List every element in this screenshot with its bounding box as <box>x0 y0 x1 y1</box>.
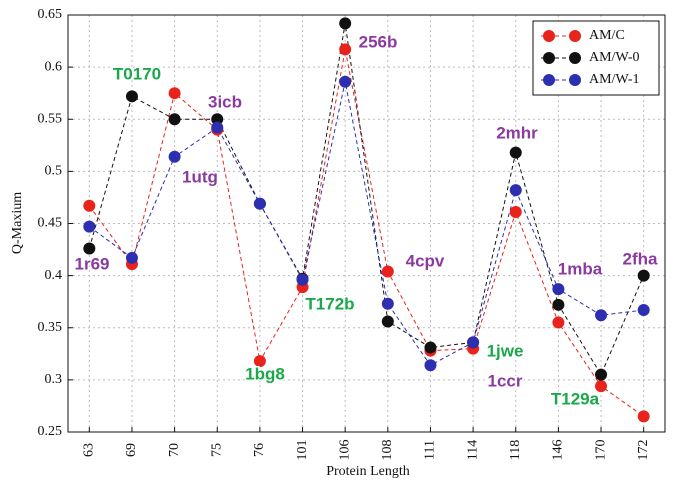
x-tick-label: 70 <box>167 443 182 457</box>
x-tick-label: 172 <box>636 440 651 461</box>
series-line <box>89 81 644 366</box>
y-tick-label: 0.4 <box>45 268 63 283</box>
data-point <box>211 121 224 134</box>
x-tick-label: 108 <box>380 440 395 461</box>
x-tick-label: 114 <box>465 440 480 460</box>
data-point <box>509 206 522 219</box>
data-point <box>339 75 352 88</box>
annotation: T129a <box>551 389 600 408</box>
data-point <box>125 90 138 103</box>
legend-marker <box>543 52 555 64</box>
annotation: 3icb <box>208 92 242 111</box>
data-point <box>509 184 522 197</box>
x-tick-label: 118 <box>508 440 523 460</box>
legend-marker <box>569 52 581 64</box>
data-point <box>595 380 608 393</box>
y-tick-label: 0.35 <box>38 320 63 335</box>
data-point <box>339 17 352 30</box>
y-tick-label: 0.55 <box>38 111 63 126</box>
x-tick-label: 69 <box>124 443 139 457</box>
legend-label: AM/W-0 <box>589 50 640 65</box>
y-axis-label: Q-Maxium <box>10 192 25 254</box>
x-tick-label: 170 <box>593 440 608 461</box>
legend-marker <box>569 74 581 86</box>
data-point <box>296 273 309 286</box>
annotation: T0170 <box>113 64 161 83</box>
data-point <box>595 309 608 322</box>
data-point <box>211 113 224 126</box>
y-tick-label: 0.6 <box>45 59 63 74</box>
annotation: 2fha <box>623 249 659 268</box>
data-point <box>168 150 181 163</box>
legend-label: AM/C <box>589 28 625 43</box>
y-tick-label: 0.25 <box>38 424 63 439</box>
data-point <box>637 304 650 317</box>
annotation: 4cpv <box>406 251 445 270</box>
x-tick-label: 63 <box>82 443 97 457</box>
data-point <box>339 43 352 56</box>
data-point <box>83 220 96 233</box>
annotation: 256b <box>359 32 398 51</box>
data-point <box>552 298 565 311</box>
data-point <box>168 87 181 100</box>
data-point <box>552 283 565 296</box>
x-tick-label: 76 <box>252 443 267 457</box>
data-point <box>381 297 394 310</box>
annotation: 1jwe <box>487 341 524 360</box>
x-axis-label: Protein Length <box>326 464 410 479</box>
annotation: 1mba <box>558 259 603 278</box>
data-point <box>637 410 650 423</box>
data-point <box>552 316 565 329</box>
data-point <box>467 336 480 349</box>
data-point <box>83 242 96 255</box>
x-tick-label: 75 <box>209 443 224 457</box>
data-point <box>509 146 522 159</box>
y-tick-label: 0.65 <box>38 7 63 22</box>
data-point <box>595 368 608 381</box>
data-point <box>637 269 650 282</box>
annotation: 1ccr <box>488 371 523 390</box>
series-line <box>88 49 644 417</box>
y-tick-label: 0.5 <box>45 164 63 179</box>
y-tick-label: 0.3 <box>45 372 63 387</box>
x-tick-label: 106 <box>337 440 352 461</box>
annotation: 2mhr <box>496 123 538 142</box>
data-point <box>125 251 138 264</box>
legend-marker <box>543 74 555 86</box>
y-tick-label: 0.45 <box>38 216 63 231</box>
data-point <box>253 355 266 368</box>
x-tick-label: 146 <box>551 440 566 461</box>
x-tick-label: 111 <box>423 440 438 460</box>
annotation: 1bg8 <box>245 364 285 383</box>
data-point <box>381 265 394 278</box>
data-point <box>168 113 181 126</box>
plot-frame <box>67 14 666 433</box>
x-tick-label: 101 <box>295 440 310 461</box>
annotation: 1r69 <box>75 254 110 273</box>
series-line <box>88 23 645 376</box>
annotation: T172b <box>305 294 354 313</box>
data-point <box>424 341 437 354</box>
legend-marker <box>569 30 581 42</box>
legend-label: AM/W-1 <box>589 72 640 87</box>
data-point <box>424 359 437 372</box>
annotation: 1utg <box>182 167 218 186</box>
data-point <box>253 197 266 210</box>
legend-marker <box>543 30 555 42</box>
data-point <box>381 315 394 328</box>
data-point <box>83 199 96 212</box>
